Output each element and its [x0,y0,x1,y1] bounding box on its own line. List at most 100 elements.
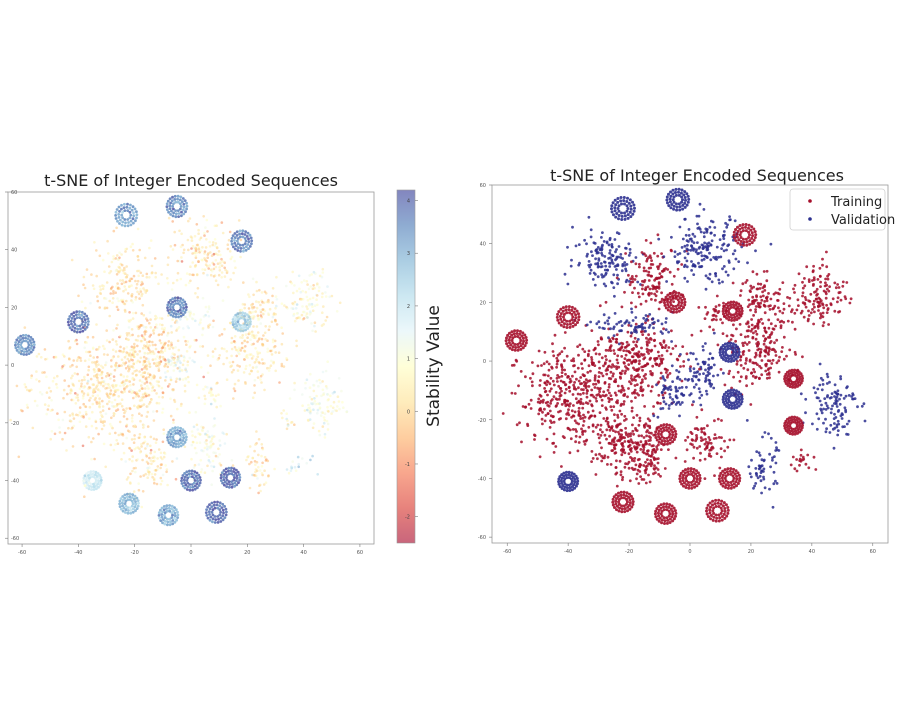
left-point [197,248,201,251]
left-ring-point [85,472,88,476]
left-point [167,343,170,347]
left-point [308,297,312,301]
left-point [89,396,92,400]
right-point-validation [588,272,592,275]
left-point [83,375,86,379]
left-ring-point [169,443,173,447]
left-point [287,471,291,475]
right-point-training [767,292,770,295]
left-ring-point [180,479,183,483]
right-point-validation [699,265,703,269]
right-point-training [555,404,558,407]
left-point [211,355,215,358]
left-ring-point [169,213,173,216]
left-point [105,386,109,390]
left-point [225,432,228,436]
left-point [98,285,102,288]
right-point-training [747,341,751,344]
left-point [169,376,172,379]
left-ring-point [75,330,79,334]
right-point-training [651,364,655,368]
left-point [191,252,194,255]
right-point-validation [603,268,607,272]
left-point [88,385,91,389]
left-ring-point [230,472,234,476]
right-point-validation [836,433,840,437]
left-point [268,366,271,370]
left-point [132,490,136,493]
left-point [169,363,172,367]
right-point-validation [663,378,667,382]
left-point [126,292,130,295]
right-point-training [759,317,763,321]
right-point-training [758,364,761,368]
right-point-training [599,434,603,437]
left-point [146,319,149,322]
right-point-training [591,430,595,433]
left-point [138,412,141,416]
right-point-training [657,443,660,447]
left-point [166,483,169,487]
left-point [246,336,249,340]
left-point [172,421,175,424]
right-point-training [650,292,653,295]
left-point [160,327,164,330]
left-point [147,375,151,379]
left-point [162,330,165,334]
right-point-training [621,369,624,373]
left-ring-point [227,480,231,483]
left-point [117,395,120,398]
right-point-training [581,406,585,410]
left-ring-point [130,499,134,503]
left-point [210,437,214,441]
left-point [171,357,175,361]
right-point-validation [636,338,640,341]
left-ring-point [73,323,77,326]
right-point-training [513,392,517,395]
right-point-training [797,272,801,276]
right-point-training [636,352,639,356]
left-point [159,376,162,380]
left-point [251,315,254,318]
left-ring-point [118,222,121,225]
left-point [315,294,319,297]
left-point [99,288,102,291]
left-ring-point [222,469,226,472]
left-ring-point [241,235,245,239]
right-point-training [751,382,754,385]
left-point [260,465,264,468]
left-ring-point [233,241,237,245]
right-point-training [585,392,589,395]
right-point-training [543,373,547,377]
right-point-validation [610,243,614,246]
left-point [315,298,318,302]
left-point [58,426,61,429]
right-point-validation [605,241,609,245]
right-point-training [574,428,577,431]
right-point-training [618,375,622,379]
left-point [132,355,136,359]
left-point [188,346,191,349]
right-point-training [633,336,637,340]
right-point-validation [710,219,713,223]
left-point [166,385,170,388]
right-point-validation [709,258,713,262]
right-point-training [605,367,609,371]
left-point [68,419,72,422]
left-ring-point [167,210,171,214]
left-point [173,398,176,402]
left-ring-point [170,209,173,213]
left-ring-point [166,433,170,437]
left-ring-point [99,476,103,480]
left-point [142,403,146,406]
left-ring-point [232,470,236,473]
right-point-training [622,361,626,364]
left-point [181,243,184,247]
right-point-validation [702,257,706,261]
right-point-training [821,311,825,315]
left-point [110,425,113,428]
right-point-validation [717,255,720,259]
right-point-training [643,364,647,368]
left-point [49,437,52,441]
